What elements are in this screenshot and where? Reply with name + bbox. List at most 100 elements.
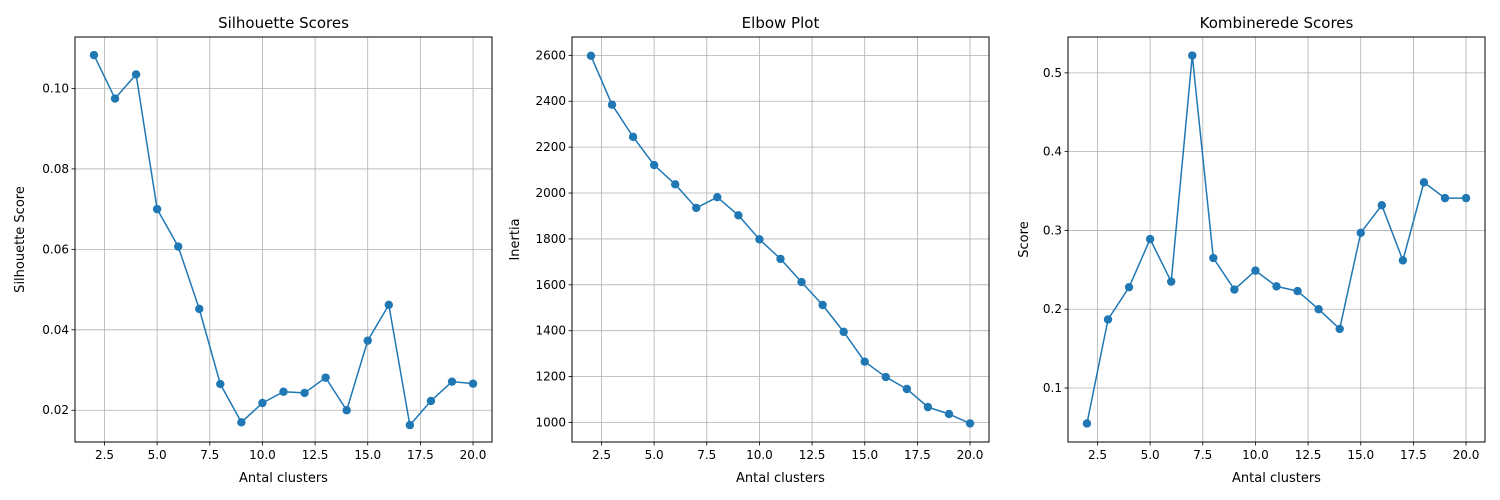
data-point: [649, 160, 659, 170]
x-tick-label: 5.0: [1141, 448, 1160, 462]
y-tick-label: 0.02: [42, 403, 69, 417]
data-point: [447, 377, 457, 386]
y-tick-label: 1600: [535, 278, 566, 292]
data-point: [902, 384, 912, 394]
data-point: [152, 204, 162, 214]
data-point: [405, 420, 415, 430]
x-tick-label: 2.5: [95, 448, 114, 462]
data-point: [216, 379, 225, 389]
y-tick-label: 0.04: [42, 323, 69, 337]
data-point: [1209, 253, 1218, 263]
data-point: [468, 379, 478, 388]
data-point: [131, 70, 141, 79]
data-point: [1293, 286, 1302, 296]
x-tick-label: 7.5: [1193, 448, 1212, 462]
y-tick-label: 0.1: [1043, 381, 1062, 395]
y-tick-label: 1400: [535, 324, 566, 338]
data-point: [1314, 305, 1323, 314]
axes-frame: [571, 36, 990, 443]
x-axis-label: Antal clusters: [1232, 471, 1321, 486]
data-point: [944, 409, 954, 419]
data-point: [342, 406, 351, 415]
y-tick-label: 0.4: [1043, 145, 1062, 159]
data-point: [1145, 234, 1155, 244]
y-tick-label: 0.10: [42, 81, 69, 95]
axes-frame: [74, 36, 493, 443]
y-axis-label: Silhouette Score: [13, 186, 28, 293]
data-point: [755, 235, 764, 244]
combined-scores-chart: 2.5 5.0 7.5 10.0 12.5 15.0 17.5 20.0 0.1 0.2 0.3 0.…: [1017, 14, 1486, 486]
chart-title: Elbow Plot: [742, 14, 820, 32]
x-tick-label: 5.0: [645, 448, 664, 462]
data-point: [670, 180, 680, 189]
data-point: [860, 357, 869, 366]
data-point: [923, 402, 933, 412]
x-tick-label: 20.0: [957, 448, 984, 462]
x-tick-label: 15.0: [851, 448, 878, 462]
data-point: [965, 419, 975, 428]
data-point: [1251, 266, 1260, 275]
chart-title: Kombinerede Scores: [1200, 14, 1354, 32]
x-tick-label: 15.0: [1347, 448, 1374, 462]
data-point: [628, 132, 638, 142]
x-tick-label: 17.5: [904, 448, 931, 462]
y-tick-label: 1000: [535, 415, 566, 429]
y-tick-label: 0.08: [42, 162, 69, 176]
data-point: [258, 398, 267, 408]
data-point: [279, 387, 288, 396]
data-point: [586, 51, 596, 61]
data-point: [797, 277, 806, 287]
data-point: [426, 396, 436, 406]
data-point: [734, 211, 743, 220]
x-tick-label: 2.5: [1088, 448, 1107, 462]
data-point: [1461, 193, 1471, 203]
chart-title: Silhouette Scores: [218, 14, 349, 32]
data-point: [173, 242, 183, 251]
x-tick-label: 20.0: [460, 448, 487, 462]
data-point: [1103, 315, 1113, 324]
x-tick-label: 12.5: [799, 448, 826, 462]
x-tick-label: 7.5: [200, 448, 219, 462]
data-point: [1272, 282, 1281, 291]
axes-frame: [1067, 36, 1486, 443]
x-tick-label: 15.0: [354, 448, 381, 462]
y-tick-label: 2200: [535, 140, 566, 154]
y-tick-label: 0.2: [1043, 302, 1062, 316]
data-point: [237, 418, 246, 427]
data-point: [1398, 256, 1408, 265]
x-tick-label: 20.0: [1453, 448, 1480, 462]
data-point: [692, 203, 701, 213]
data-point: [1124, 282, 1134, 292]
y-axis-label: Inertia: [508, 218, 523, 260]
y-tick-label: 1800: [535, 232, 566, 246]
elbow-chart: 2.5 5.0 7.5 10.0 12.5 15.0 17.5 20.0 1000 1200 140…: [508, 14, 990, 486]
data-point: [363, 336, 372, 345]
data-point: [195, 304, 204, 314]
data-point: [89, 50, 99, 60]
x-tick-label: 12.5: [1295, 448, 1322, 462]
data-point: [110, 94, 120, 103]
data-point: [1230, 285, 1239, 294]
x-tick-label: 10.0: [249, 448, 276, 462]
data-point: [384, 300, 394, 310]
data-point: [321, 373, 330, 382]
data-point: [1188, 51, 1197, 60]
data-point: [1440, 193, 1450, 203]
x-tick-label: 7.5: [697, 448, 716, 462]
y-tick-label: 0.5: [1043, 66, 1062, 80]
x-tick-label: 10.0: [1242, 448, 1269, 462]
y-tick-label: 0.06: [42, 242, 69, 256]
data-point: [607, 100, 617, 109]
x-axis-label: Antal clusters: [736, 471, 825, 486]
x-tick-label: 5.0: [148, 448, 167, 462]
data-point: [1356, 228, 1365, 238]
data-point: [1335, 324, 1344, 334]
data-point: [713, 192, 722, 202]
x-tick-label: 10.0: [746, 448, 773, 462]
y-axis-label: Score: [1017, 221, 1032, 257]
y-tick-label: 1200: [535, 370, 566, 384]
data-point: [881, 372, 891, 382]
data-point: [818, 300, 827, 310]
